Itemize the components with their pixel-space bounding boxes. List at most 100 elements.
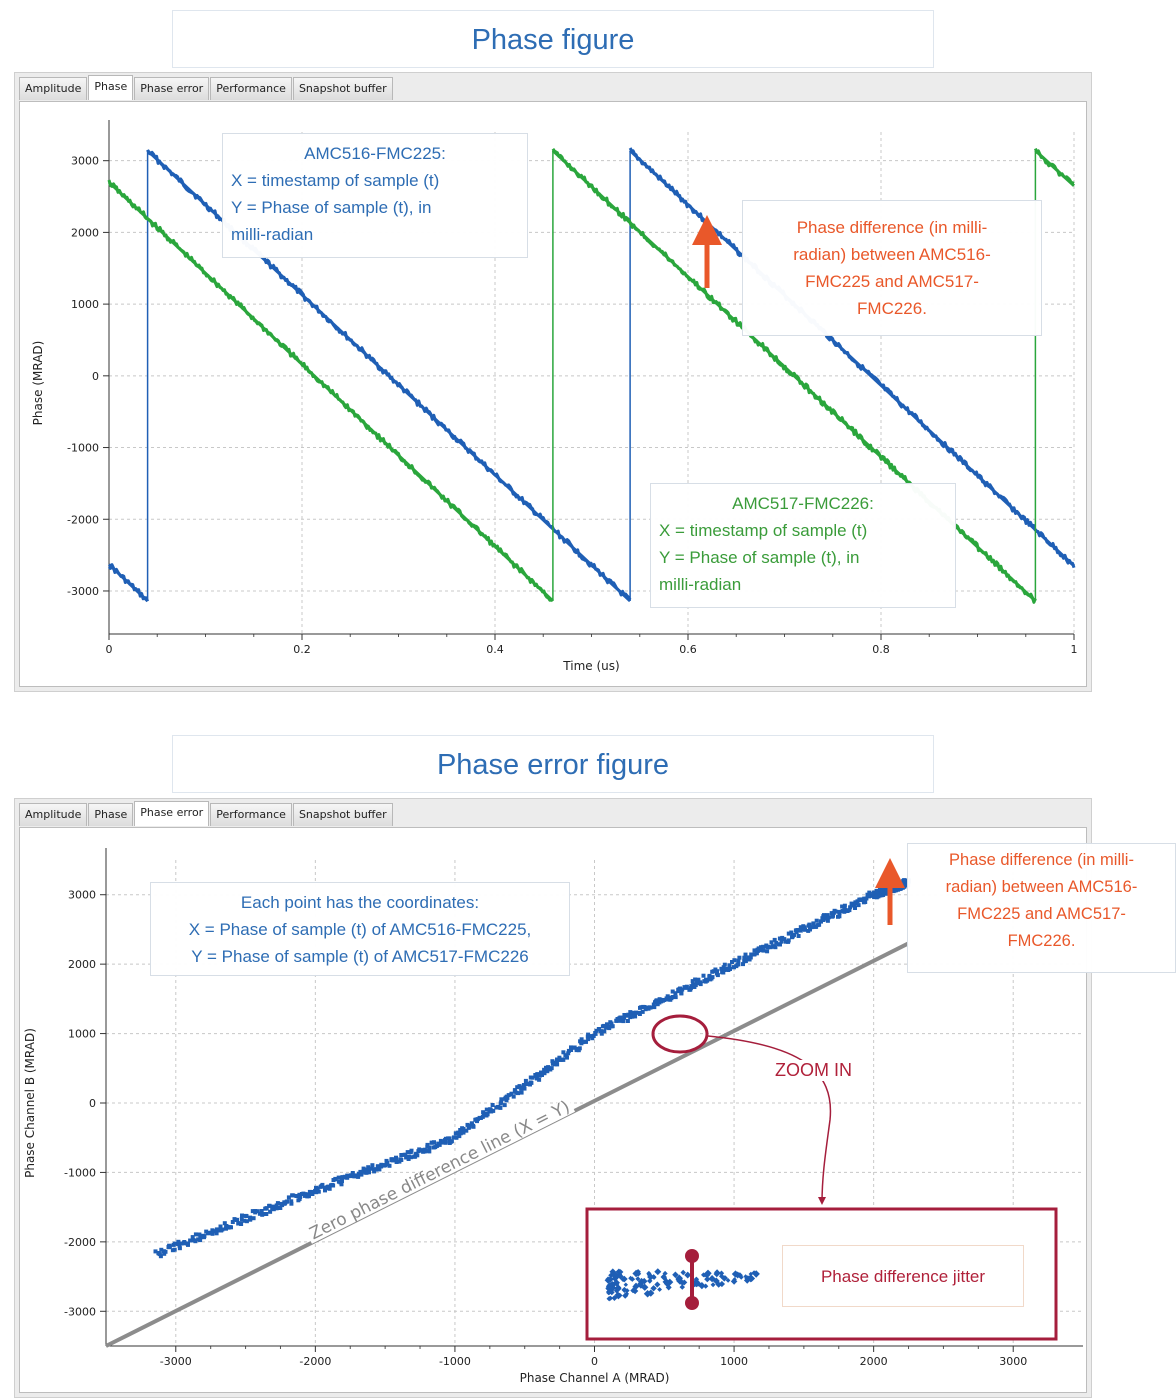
scatter-point: [443, 1140, 448, 1145]
scatter-point: [715, 969, 720, 974]
tab-snapshot-buffer-2[interactable]: Snapshot buffer: [292, 803, 393, 826]
scatter-point: [524, 1081, 529, 1086]
scatter-point: [643, 1007, 648, 1012]
tab-phase-2[interactable]: Phase: [88, 803, 134, 826]
scatter-point: [363, 1167, 368, 1172]
scatter-point: [282, 1201, 287, 1206]
scatter-point: [186, 1242, 190, 1246]
y-axis-label: Phase Channel B (MRAD): [23, 1028, 37, 1178]
scatter-point: [466, 1125, 471, 1130]
scatter-point: [748, 955, 753, 960]
scatter-point: [586, 1032, 591, 1037]
scatter-point: [637, 1012, 642, 1016]
scatter-point: [330, 1182, 335, 1187]
scatter-point: [698, 982, 703, 987]
scatter-point: [894, 888, 899, 892]
scatter-point: [369, 1166, 373, 1171]
scatter-point: [817, 922, 822, 927]
amc517-annotation: AMC517-FMC226: X = timestamp of sample (…: [650, 483, 956, 608]
phase-difference-annotation-bottom: Phase difference (in milli- radian) betw…: [907, 843, 1176, 973]
amc516-line3: milli-radian: [231, 225, 314, 244]
each-point-line2: X = Phase of sample (t) of AMC516-FMC225…: [188, 920, 532, 939]
amc516-line1: X = timestamp of sample (t): [231, 171, 440, 190]
phase-diff-bottom-line1: Phase difference (in milli-: [949, 851, 1134, 869]
y-tick-label: -1000: [67, 442, 99, 455]
scatter-point: [279, 1201, 284, 1206]
scatter-point: [419, 1148, 424, 1153]
scatter-point: [417, 1147, 422, 1152]
phase-diff-top-line4: FMC226.: [857, 299, 927, 318]
scatter-point: [829, 911, 834, 916]
scatter-point: [688, 986, 693, 991]
scatter-point: [822, 913, 826, 918]
scatter-point: [302, 1193, 307, 1198]
zoomed-point: [635, 1271, 642, 1277]
tab-amplitude-2[interactable]: Amplitude: [19, 803, 88, 826]
scatter-point: [490, 1103, 495, 1107]
scatter-point: [673, 991, 678, 996]
amc516-annotation: AMC516-FMC225: X = timestamp of sample (…: [222, 133, 528, 258]
scatter-point: [625, 1019, 630, 1023]
scatter-point: [415, 1153, 420, 1158]
scatter-point: [159, 1247, 164, 1252]
scatter-point: [858, 898, 863, 903]
tab-bar-2: Amplitude Phase Phase error Performance …: [19, 801, 394, 827]
scatter-point: [789, 930, 794, 935]
scatter-point: [864, 896, 869, 901]
scatter-point: [367, 1170, 371, 1175]
scatter-point: [222, 1221, 227, 1226]
tab-snapshot-buffer[interactable]: Snapshot buffer: [292, 77, 393, 100]
scatter-point: [863, 900, 868, 904]
tab-performance[interactable]: Performance: [210, 77, 292, 100]
x-tick-label: 0.2: [293, 643, 311, 656]
tab-phase[interactable]: Phase: [88, 75, 134, 100]
scatter-point: [593, 1031, 598, 1036]
scatter-point: [484, 1107, 489, 1112]
scatter-point: [323, 1188, 327, 1193]
scatter-point: [825, 913, 830, 918]
scatter-point: [255, 1209, 260, 1214]
scatter-point: [569, 1045, 573, 1050]
scatter-point: [515, 1085, 520, 1090]
tab-phase-error[interactable]: Phase error: [134, 77, 210, 100]
scatter-point: [741, 962, 745, 967]
zoomed-point: [654, 1268, 662, 1276]
zoomed-point: [710, 1282, 716, 1288]
phase-diff-top-line3: FMC225 and AMC517-: [805, 272, 979, 291]
scatter-point: [310, 1192, 315, 1196]
scatter-point: [795, 928, 800, 932]
zoomed-point: [620, 1277, 626, 1282]
tab-amplitude[interactable]: Amplitude: [19, 77, 88, 100]
scatter-point: [772, 937, 777, 942]
scatter-point: [590, 1036, 595, 1041]
scatter-point: [552, 1062, 557, 1067]
scatter-point: [248, 1217, 253, 1222]
scatter-point: [190, 1235, 195, 1240]
scatter-point: [867, 890, 872, 895]
scatter-point: [566, 1048, 571, 1053]
scatter-point: [622, 1015, 627, 1020]
scatter-point: [198, 1238, 203, 1243]
scatter-point: [437, 1142, 442, 1147]
scatter-point: [176, 1239, 181, 1244]
scatter-point: [557, 1055, 562, 1060]
zoomed-point: [607, 1276, 614, 1283]
x-tick-label: 3000: [999, 1355, 1027, 1368]
tab-phase-error-2[interactable]: Phase error: [134, 801, 210, 826]
scatter-point: [535, 1072, 540, 1077]
scatter-point: [353, 1173, 358, 1178]
tab-performance-2[interactable]: Performance: [210, 803, 292, 826]
scatter-point: [306, 1193, 311, 1197]
zoomed-point: [713, 1270, 720, 1278]
scatter-point: [673, 995, 678, 1000]
scatter-point: [555, 1057, 559, 1062]
zoomed-point: [692, 1278, 700, 1285]
scatter-point: [260, 1212, 265, 1217]
scatter-point: [693, 983, 698, 988]
scatter-point: [670, 989, 675, 994]
zoomed-point: [731, 1270, 740, 1278]
scatter-point: [522, 1086, 527, 1091]
scatter-point: [561, 1050, 566, 1055]
x-axis-label: Time (us): [562, 659, 619, 673]
scatter-point: [786, 938, 791, 943]
